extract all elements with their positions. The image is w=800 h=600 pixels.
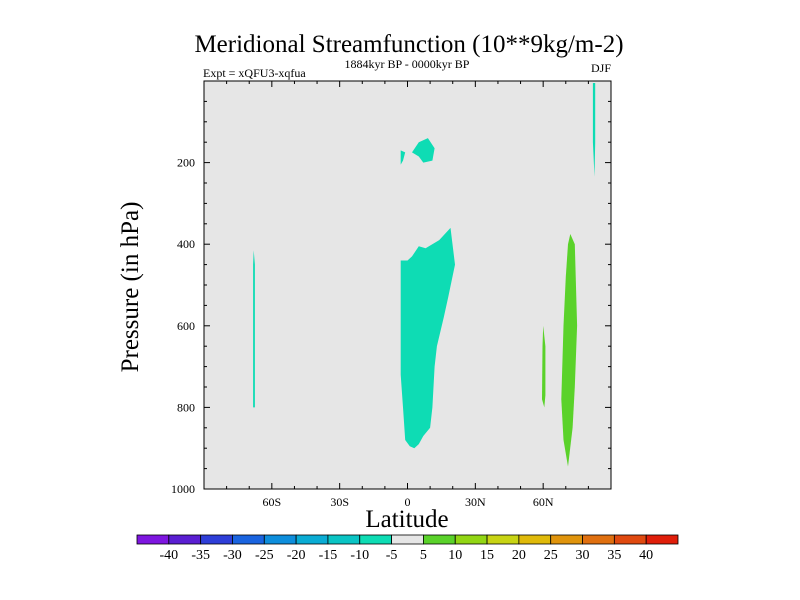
y-tick-label: 400 [177, 237, 195, 251]
colorbar-swatch [550, 534, 583, 545]
colorbar-label: -35 [191, 548, 210, 563]
contour-region-neg-south-strip [253, 250, 255, 408]
colorbar-label: 25 [544, 548, 558, 563]
y-tick-label: 600 [177, 319, 195, 333]
colorbar-label: 15 [480, 548, 494, 563]
contour-region-neg-upper-main [412, 138, 435, 163]
colorbar-swatch [200, 534, 233, 545]
x-axis-label: Latitude [365, 506, 448, 533]
y-tick-label: 1000 [171, 482, 195, 496]
colorbar-label: -5 [386, 548, 398, 563]
colorbar-swatch [582, 534, 615, 545]
y-axis-label: Pressure (in hPa) [117, 202, 144, 373]
contour-region-pos-north-small [542, 325, 546, 408]
colorbar-swatch [136, 534, 170, 545]
colorbar-swatch [168, 534, 202, 545]
colorbar-swatch [518, 534, 552, 545]
colorbar-swatch [391, 534, 424, 545]
contour-region-neg-north-strip [592, 83, 596, 177]
colorbar-swatch [486, 534, 520, 545]
colorbar-swatch [232, 534, 265, 545]
colorbar-label: 35 [607, 548, 621, 563]
colorbar-swatch [295, 534, 329, 545]
colorbar-label: -20 [287, 548, 306, 563]
colorbar-label: -30 [223, 548, 242, 563]
colorbar-swatch [454, 534, 488, 545]
x-tick-label: 60N [533, 495, 554, 509]
contour-regions [253, 83, 596, 467]
colorbar-label: 5 [420, 548, 427, 563]
colorbar-label: 40 [639, 548, 653, 563]
colorbar-swatch [645, 534, 679, 545]
colorbar-label: -25 [255, 548, 274, 563]
colorbar-swatch [263, 534, 297, 545]
season-label: DJF [591, 61, 611, 75]
contour-region-neg-tropical-cell [400, 227, 455, 449]
colorbar-swatch [613, 534, 647, 545]
colorbar: -40 -35 -30 -25 -20 -15 -10 -5 5 10 15 20 25 30 35 40 [136, 534, 679, 563]
x-tick-label: 60S [262, 495, 281, 509]
colorbar-label: -15 [319, 548, 338, 563]
y-tick-label: 200 [177, 156, 195, 170]
colorbar-label: 20 [512, 548, 526, 563]
experiment-label: Expt = xQFU3-xqfua [203, 66, 306, 80]
colorbar-swatch [359, 534, 392, 545]
colorbar-swatch [327, 534, 361, 545]
x-tick-label: 0 [405, 495, 411, 509]
axes: 60S 30S 0 30N 60N 200 400 600 800 1000 [171, 81, 611, 509]
contour-region-neg-upper-small [400, 150, 406, 165]
colorbar-label: 30 [576, 548, 590, 563]
x-tick-label: 30N [465, 495, 486, 509]
y-tick-label: 800 [177, 400, 195, 414]
colorbar-label: 10 [448, 548, 462, 563]
x-tick-label: 30S [330, 495, 349, 509]
chart-title: Meridional Streamfunction (10**9kg/m-2) [194, 31, 623, 58]
colorbar-label: -10 [350, 548, 369, 563]
contour-region-pos-north-main [561, 234, 578, 467]
period-label: 1884kyr BP - 0000kyr BP [345, 57, 470, 71]
colorbar-label: -40 [159, 548, 178, 563]
colorbar-swatch [423, 534, 456, 545]
